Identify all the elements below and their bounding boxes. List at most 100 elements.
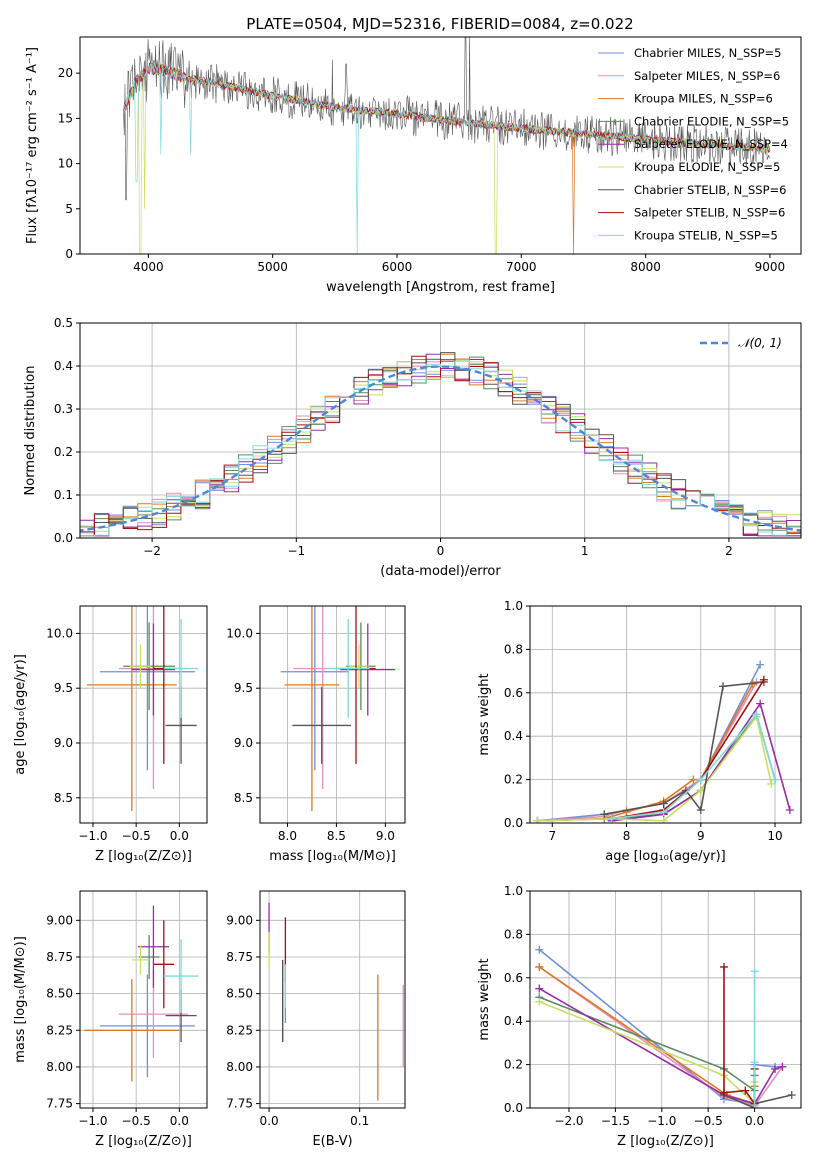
- y-tick-label: 9.0: [54, 736, 73, 750]
- y-tick-label: 0.2: [504, 1058, 523, 1072]
- x-axis-label: E(B-V): [312, 1134, 352, 1149]
- legend-entry: Chabrier MILES, N_SSP=5: [634, 46, 781, 60]
- spectrum-plot-area: [123, 37, 771, 254]
- legend-entry: Kroupa ELODIE, N_SSP=5: [634, 160, 780, 174]
- spectrum-line-8: [123, 61, 771, 254]
- series-marker-8: [659, 808, 668, 817]
- series-marker-4: [778, 1062, 787, 1071]
- series-marker-6: [600, 810, 609, 819]
- series-marker-7: [719, 962, 728, 971]
- axes-frame: [79, 36, 802, 255]
- y-tick-label: 8.5: [54, 791, 73, 805]
- x-axis-label: Z [log₁₀(Z/Z⊙)]: [95, 849, 192, 864]
- y-tick-label: 9.00: [226, 913, 253, 927]
- x-axis-label: mass [log₁₀(M/M⊙)]: [269, 849, 396, 864]
- x-tick-label: −0.5: [122, 829, 151, 843]
- series-line-5: [539, 1000, 756, 1106]
- x-tick-label: −0.5: [694, 1114, 723, 1128]
- panel-spectrum: 4000 5000 6000 7000 8000 9000 0 5 10 15 20 waveleng…: [25, 36, 802, 295]
- y-tick-label: 0.8: [504, 927, 523, 941]
- age-vs-mass-plot-area: [260, 606, 405, 823]
- y-tick-label: 0.1: [54, 488, 73, 502]
- residuals-plot-area: [80, 323, 801, 538]
- series-marker-8: [750, 1058, 759, 1067]
- series-line-2: [538, 966, 756, 1105]
- spectrum-line-7: [123, 63, 771, 154]
- series-marker-5: [696, 786, 705, 795]
- y-tick-label: 0.6: [504, 971, 523, 985]
- series-marker-6: [696, 805, 705, 814]
- series-marker-8: [696, 775, 705, 784]
- x-tick-label: 0.0: [260, 1114, 279, 1128]
- y-tick-label: 20: [58, 66, 73, 80]
- y-axis-label: age [log₁₀(age/yr)]: [13, 654, 28, 775]
- panel-mass-vs-metallicity: −1.0 −0.5 0.0 7.75 8.00 8.25 8.50 8.75 9.00 Z [lo…: [13, 890, 208, 1149]
- y-tick-label: 0.8: [504, 642, 523, 656]
- x-tick-label: 10: [767, 829, 782, 843]
- x-tick-label: 5000: [257, 260, 288, 274]
- panel-mass-weight-vs-age: 7 8 9 10 0.0 0.2 0.4 0.6 0.8 1.0 age [log₁₀(age/yr…: [477, 599, 802, 864]
- series-marker-2: [535, 962, 544, 971]
- x-tick-label: 8: [623, 829, 631, 843]
- x-tick-label: −2: [143, 544, 161, 558]
- x-tick-label: 0: [437, 544, 445, 558]
- series-line-0: [537, 664, 761, 822]
- series-marker-8: [771, 775, 780, 784]
- series-line-5: [537, 714, 773, 822]
- spectrum-line-5: [123, 62, 771, 254]
- y-tick-label: 1.0: [504, 884, 523, 898]
- y-tick-label: 8.25: [46, 1023, 73, 1037]
- axes-frame: [79, 890, 208, 1109]
- series-marker-4: [756, 699, 765, 708]
- x-tick-label: −0.5: [122, 1114, 151, 1128]
- legend-entry: Chabrier STELIB, N_SSP=6: [634, 183, 786, 197]
- legend-entry: Kroupa MILES, N_SSP=6: [634, 92, 773, 106]
- legend-entry: Salpeter STELIB, N_SSP=6: [634, 206, 785, 220]
- series-marker-7: [719, 1088, 728, 1097]
- axes-frame: [529, 890, 802, 1109]
- y-tick-label: 0.4: [54, 359, 73, 373]
- x-tick-label: 8.5: [327, 829, 346, 843]
- axes-frame: [79, 605, 208, 824]
- x-tick-label: −1.0: [647, 1114, 676, 1128]
- x-tick-label: 4000: [133, 260, 164, 274]
- y-axis-label: mass weight: [477, 958, 492, 1040]
- y-tick-label: 9.5: [234, 681, 253, 695]
- y-tick-label: 0.4: [504, 729, 523, 743]
- y-tick-label: 8.50: [46, 987, 73, 1001]
- spectrum-line-3: [123, 62, 771, 152]
- mass-vs-extinction-plot-area: [260, 891, 405, 1108]
- legend-entry: Salpeter ELODIE, N_SSP=4: [634, 137, 788, 151]
- panel-mass-vs-extinction: 0.0 0.1 7.75 8.00 8.25 8.50 8.75 9.00 E(B-V): [226, 890, 406, 1149]
- y-tick-label: 0.5: [54, 316, 73, 330]
- y-tick-label: 9.00: [46, 913, 73, 927]
- x-tick-label: 7: [548, 829, 556, 843]
- mass-weight-vs-age-plot-area: [530, 606, 801, 823]
- x-tick-label: 9.0: [376, 829, 395, 843]
- x-tick-label: 2: [725, 544, 733, 558]
- y-tick-label: 0.6: [504, 686, 523, 700]
- series-line-7: [723, 967, 756, 1107]
- series-marker-5: [533, 816, 542, 823]
- axes-frame: [529, 605, 802, 824]
- y-tick-label: 7.75: [46, 1097, 73, 1111]
- axes-frame: [259, 605, 406, 824]
- y-tick-label: 10.0: [46, 626, 73, 640]
- y-tick-label: 0.2: [504, 773, 523, 787]
- series-marker-4: [535, 984, 544, 993]
- y-tick-label: 8.50: [226, 987, 253, 1001]
- y-axis-label: mass [log₁₀(M/M⊙)]: [13, 936, 28, 1063]
- x-tick-label: 6000: [382, 260, 413, 274]
- x-axis-label: Z [log₁₀(Z/Z⊙)]: [95, 1134, 192, 1149]
- series-marker-5: [767, 779, 776, 788]
- panel-mass-weight-vs-metallicity: −2.0 −1.5 −1.0 −0.5 0.0 0.0 0.2 0.4 0.6 0.8 1.0 Z […: [477, 884, 802, 1149]
- panel-age-vs-mass: 8.0 8.5 9.0 8.5 9.0 9.5 10.0 mass [log₁₀(M/M⊙)]: [226, 605, 406, 864]
- series-marker-8: [750, 1104, 759, 1108]
- legend-entry: Kroupa STELIB, N_SSP=5: [634, 228, 778, 242]
- mass-weight-vs-metallicity-plot-area: [530, 891, 801, 1108]
- panel-residuals: −2 −1 0 1 2 0.0 0.1 0.2 0.3 0.4 0.5 (data-model)/er…: [23, 316, 802, 579]
- y-tick-label: 0.0: [504, 1101, 523, 1115]
- series-marker-4: [785, 805, 794, 814]
- series-marker-7: [741, 1086, 750, 1095]
- series-marker-0: [535, 945, 544, 954]
